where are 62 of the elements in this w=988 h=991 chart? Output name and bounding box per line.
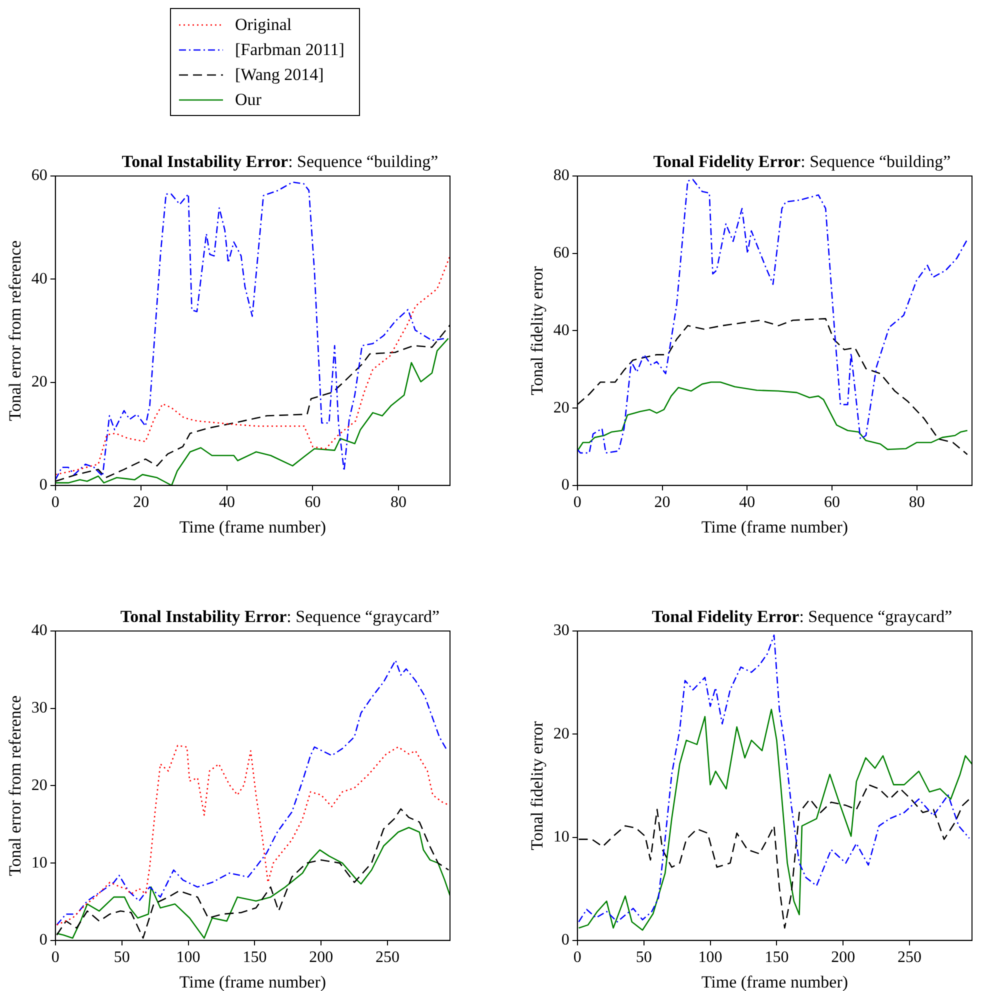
chart-title: Tonal Instability Error: Sequence “graycard” — [119, 607, 441, 627]
x-tick-label: 250 — [376, 949, 400, 966]
x-tick-label: 80 — [390, 494, 407, 512]
y-tick-label: 40 — [31, 622, 48, 640]
x-tick-label: 200 — [831, 949, 856, 966]
x-tick-label: 20 — [654, 494, 670, 512]
chart-title: Tonal Instability Error: Sequence “building” — [120, 152, 440, 172]
y-tick-label: 0 — [39, 476, 48, 494]
y-axis-title: Tonal error from reference — [6, 240, 25, 421]
y-tick-label: 20 — [553, 725, 570, 742]
x-tick-label: 40 — [218, 494, 235, 512]
x-axis-title: Time (frame number) — [179, 972, 326, 991]
x-tick-label: 250 — [898, 949, 922, 966]
line-series — [56, 660, 448, 926]
x-tick-label: 0 — [51, 494, 60, 512]
x-tick-label: 150 — [764, 949, 789, 966]
y-axis-title: Tonal fidelity error — [528, 720, 547, 850]
x-tick-label: 80 — [908, 494, 925, 512]
x-tick-label: 0 — [573, 494, 582, 512]
y-tick-label: 0 — [561, 932, 570, 949]
y-tick-label: 20 — [31, 373, 48, 390]
legend-label: Original — [235, 14, 292, 34]
legend-label: [Farbman 2011] — [235, 40, 344, 60]
y-axis-title: Tonal error from reference — [6, 695, 25, 876]
y-tick-label: 20 — [553, 399, 570, 416]
x-tick-label: 50 — [114, 949, 130, 966]
x-axis-title: Time (frame number) — [701, 972, 848, 991]
y-tick-label: 10 — [553, 828, 570, 846]
y-tick-label: 0 — [561, 476, 570, 494]
y-tick-label: 10 — [31, 854, 48, 872]
legend-label: [Wang 2014] — [235, 64, 324, 84]
line-series — [577, 178, 968, 454]
x-tick-label: 200 — [309, 949, 334, 966]
y-tick-label: 80 — [553, 167, 570, 184]
y-tick-label: 60 — [553, 244, 570, 262]
y-axis-title: Tonal fidelity error — [528, 266, 547, 396]
line-series — [55, 182, 446, 480]
y-tick-label: 20 — [31, 776, 48, 794]
x-axis-title: Time (frame number) — [179, 517, 326, 536]
x-tick-label: 100 — [176, 949, 200, 966]
chart-title: Tonal Fidelity Error: Sequence “graycard” — [650, 607, 954, 627]
y-tick-label: 40 — [553, 322, 570, 339]
line-series — [56, 744, 450, 926]
x-tick-label: 50 — [636, 949, 652, 966]
y-tick-label: 30 — [31, 700, 48, 717]
x-tick-label: 150 — [242, 949, 267, 966]
line-series — [55, 255, 450, 476]
x-tick-label: 60 — [304, 494, 321, 512]
x-tick-label: 100 — [698, 949, 722, 966]
y-tick-label: 40 — [31, 270, 48, 288]
legend-label: Our — [235, 90, 262, 110]
chart-title: Tonal Fidelity Error: Sequence “building” — [652, 152, 952, 172]
x-tick-label: 60 — [824, 494, 840, 512]
x-tick-label: 40 — [739, 494, 756, 512]
y-tick-label: 30 — [553, 622, 570, 640]
x-tick-label: 20 — [133, 494, 150, 512]
y-tick-label: 60 — [31, 167, 48, 184]
x-tick-label: 0 — [573, 949, 582, 966]
line-series — [578, 634, 970, 922]
x-axis-title: Time (frame number) — [701, 517, 848, 536]
x-tick-label: 0 — [51, 949, 60, 966]
y-tick-label: 0 — [39, 932, 48, 949]
